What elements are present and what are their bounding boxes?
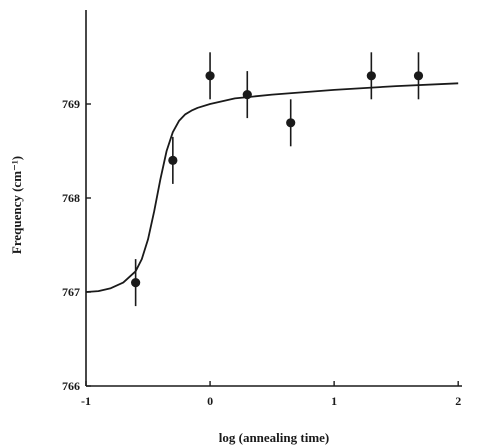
data-point [286, 118, 296, 128]
fit-curve-layer [85, 82, 459, 293]
x-tick-label: 2 [455, 394, 461, 408]
x-tick-label: 1 [331, 394, 337, 408]
data-point [131, 278, 141, 288]
data-point [168, 155, 178, 165]
x-tick-label: -1 [81, 394, 91, 408]
y-tick-label: 766 [62, 379, 80, 393]
data-point [205, 71, 215, 81]
fit-curve [85, 82, 459, 293]
data-point [242, 90, 252, 100]
x-axis-label: log (annealing time) [219, 430, 330, 445]
data-point [413, 71, 424, 81]
x-tick-label: 0 [207, 394, 213, 408]
axes [85, 10, 462, 387]
axis-ticks: -1 0 1 2 766 767 768 769 [62, 97, 461, 408]
y-axis-label: Frequency (cm⁻¹) [9, 156, 24, 254]
y-tick-label: 769 [62, 97, 80, 111]
y-tick-label: 768 [62, 191, 80, 205]
data-point [366, 71, 376, 81]
y-tick-label: 767 [62, 285, 80, 299]
data-points-layer [131, 52, 424, 307]
